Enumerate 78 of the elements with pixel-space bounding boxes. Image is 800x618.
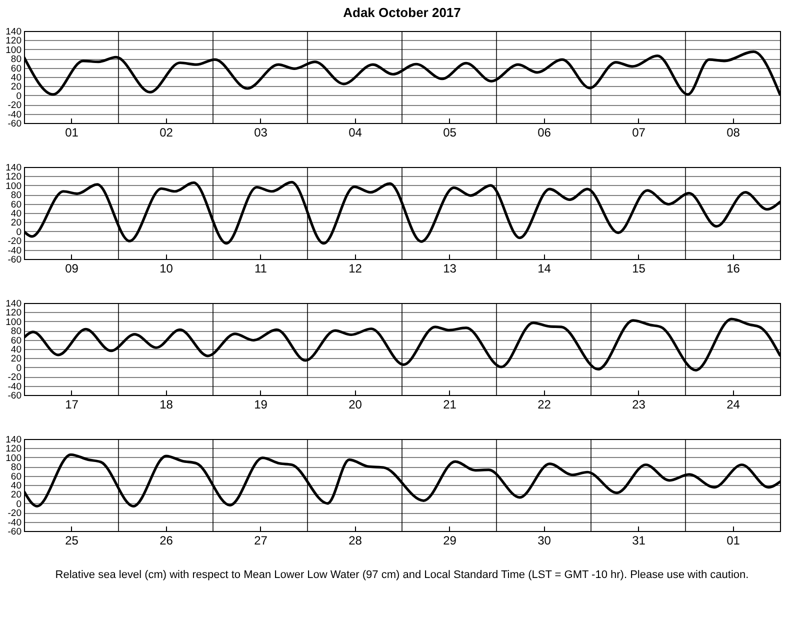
x-tick-label: 27 — [254, 534, 268, 548]
x-tick-label: 24 — [726, 398, 740, 412]
x-tick-label: 04 — [348, 126, 362, 140]
x-tick-label: 28 — [348, 534, 362, 548]
y-tick-label: 100 — [6, 180, 22, 192]
text: Relative sea level (cm) with respect to Mean Lower Low Water (97 cm) and Local Standard Time (LST = GMT -10 hr). Please use with caution. — [55, 569, 749, 581]
y-tick-label: 140 — [6, 298, 22, 310]
y-tick-label: 40 — [10, 344, 22, 356]
y-tick-label: 80 — [10, 54, 22, 66]
y-tick-label: -20 — [8, 236, 22, 248]
y-tick-label: -20 — [8, 372, 22, 384]
x-tick-label: 08 — [726, 126, 740, 140]
y-tick-label: 20 — [10, 354, 22, 365]
y-tick-label: -40 — [8, 109, 22, 120]
y-tick-label: 0 — [16, 362, 22, 374]
x-tick-label: 20 — [348, 398, 362, 412]
x-tick-label: 26 — [160, 534, 174, 548]
y-tick-label: 140 — [6, 26, 22, 38]
y-tick-label: 120 — [6, 172, 22, 183]
x-tick-label: 12 — [348, 262, 362, 276]
y-tick-label: 120 — [6, 36, 22, 47]
y-tick-label: 20 — [10, 490, 22, 501]
x-tick-label: 06 — [538, 126, 552, 140]
x-tick-label: 02 — [160, 126, 174, 140]
x-tick-label: 15 — [632, 262, 646, 276]
y-tick-label: 20 — [10, 82, 22, 93]
y-tick-label: 40 — [10, 72, 22, 84]
x-tick-label: 30 — [538, 534, 552, 548]
y-tick-label: -20 — [8, 508, 22, 520]
y-tick-label: -40 — [8, 245, 22, 256]
x-tick-label: 17 — [65, 398, 79, 412]
chart-title: Adak October 2017 — [343, 5, 461, 20]
y-tick-label: 100 — [6, 452, 22, 464]
y-tick-label: 60 — [10, 471, 22, 482]
x-tick-label: 21 — [443, 398, 457, 412]
x-tick-label: 18 — [160, 398, 174, 412]
x-tick-label: 14 — [538, 262, 552, 276]
y-tick-label: 100 — [6, 44, 22, 56]
x-tick-label: 22 — [538, 398, 552, 412]
x-tick-label: 10 — [160, 262, 174, 276]
x-tick-label: 23 — [632, 398, 646, 412]
y-tick-label: 80 — [10, 462, 22, 474]
y-tick-label: 80 — [10, 326, 22, 338]
y-tick-label: 120 — [6, 308, 22, 319]
x-tick-label: 29 — [443, 534, 457, 548]
y-tick-label: 40 — [10, 480, 22, 492]
y-tick-label: 0 — [16, 226, 22, 238]
x-tick-label: 09 — [65, 262, 79, 276]
y-tick-label: 120 — [6, 444, 22, 455]
x-tick-label: 16 — [726, 262, 740, 276]
x-tick-label: 07 — [632, 126, 646, 140]
x-tick-label: 31 — [632, 534, 646, 548]
y-tick-label: 100 — [6, 316, 22, 328]
y-tick-label: 140 — [6, 162, 22, 174]
y-tick-label: 20 — [10, 218, 22, 229]
y-tick-label: 80 — [10, 190, 22, 202]
x-tick-label: 19 — [254, 398, 268, 412]
y-tick-label: 60 — [10, 335, 22, 346]
y-tick-label: -60 — [8, 254, 22, 266]
y-tick-label: 40 — [10, 208, 22, 220]
y-tick-label: 0 — [16, 90, 22, 102]
y-tick-label: 140 — [6, 434, 22, 446]
y-tick-label: -20 — [8, 100, 22, 112]
y-tick-label: -40 — [8, 517, 22, 528]
y-tick-label: -60 — [8, 118, 22, 130]
x-tick-label: 05 — [443, 126, 457, 140]
y-tick-label: -60 — [8, 526, 22, 538]
y-tick-label: 0 — [16, 498, 22, 510]
x-tick-label: 13 — [443, 262, 457, 276]
x-tick-label: 03 — [254, 126, 268, 140]
y-tick-label: 60 — [10, 63, 22, 74]
x-tick-label: 25 — [65, 534, 79, 548]
x-tick-label: 11 — [254, 262, 268, 276]
y-tick-label: -60 — [8, 390, 22, 402]
y-tick-label: -40 — [8, 381, 22, 392]
x-tick-label: 01 — [65, 126, 79, 140]
x-tick-label: 01 — [726, 534, 740, 548]
y-tick-label: 60 — [10, 199, 22, 210]
